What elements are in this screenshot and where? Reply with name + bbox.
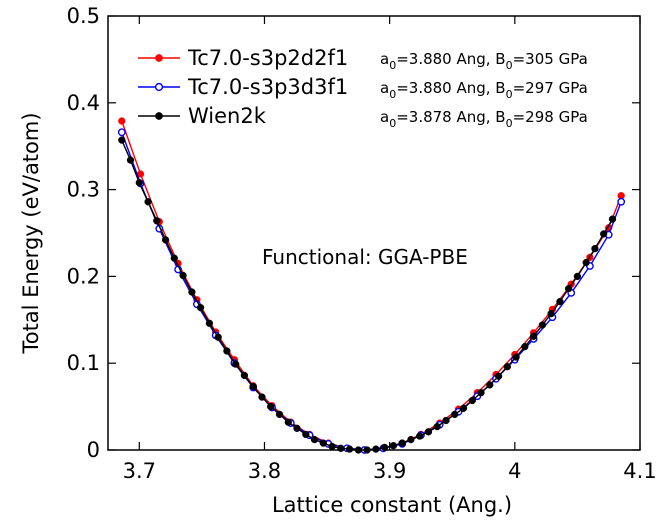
data-point	[284, 418, 292, 426]
data-point	[407, 435, 415, 444]
legend-label: Tc7.0-s3p2d2f1	[187, 46, 348, 70]
x-axis-title: Lattice constant (Ang.)	[272, 493, 512, 517]
legend-label: Wien2k	[188, 104, 267, 128]
data-point	[249, 382, 257, 391]
legend-label: Tc7.0-s3p3d3f1	[187, 75, 348, 99]
y-axis-title: Total Energy (eV/atom)	[19, 112, 43, 354]
series-layer	[117, 117, 626, 454]
data-point	[179, 271, 187, 280]
data-point	[538, 321, 547, 329]
data-point	[398, 439, 406, 447]
legend-item-1: Tc7.0-s3p2d2f1 a0=3.880 Ang, B0=305 GPa	[138, 46, 588, 72]
data-point	[556, 297, 564, 306]
data-point	[118, 136, 126, 144]
data-point	[591, 244, 599, 253]
data-point	[564, 284, 573, 293]
data-point	[328, 442, 336, 451]
legend-item-2: Tc7.0-s3p3d3f1 a0=3.880 Ang, B0=297 GPa	[138, 75, 588, 101]
data-point	[512, 353, 520, 361]
data-point	[275, 410, 284, 419]
series-1	[118, 117, 625, 454]
fit-params: a0=3.878 Ang, B0=298 GPa	[380, 108, 588, 130]
series-line	[121, 132, 622, 451]
data-point	[310, 435, 319, 444]
data-point	[170, 254, 178, 262]
x-tick-label: 4	[508, 459, 521, 483]
series-line	[121, 139, 614, 451]
data-point	[433, 422, 441, 431]
data-point	[494, 372, 503, 380]
data-point	[302, 430, 310, 439]
x-tick-label: 3.9	[373, 459, 406, 483]
legend-marker	[155, 112, 163, 120]
data-point	[117, 128, 126, 137]
data-point	[135, 179, 143, 187]
x-tick-label: 3.7	[123, 459, 156, 483]
x-tick-label: 3.8	[248, 459, 281, 483]
data-point	[196, 303, 205, 312]
data-point	[459, 404, 468, 412]
series-line	[121, 120, 622, 451]
data-point	[529, 332, 538, 340]
legend: Tc7.0-s3p2d2f1 a0=3.880 Ang, B0=305 GPaTc…	[138, 46, 588, 130]
y-tick-label: 0.2	[67, 264, 100, 288]
data-point	[573, 272, 582, 281]
data-point	[161, 236, 170, 244]
data-point	[451, 410, 459, 419]
data-point	[617, 197, 626, 206]
data-point	[416, 432, 424, 440]
data-point	[486, 381, 494, 389]
data-point	[118, 117, 126, 125]
data-point	[363, 446, 371, 454]
y-tick-label: 0.4	[67, 91, 100, 115]
data-point	[240, 371, 249, 380]
data-point	[188, 288, 196, 296]
fit-params: a0=3.880 Ang, B0=305 GPa	[380, 50, 588, 72]
y-tick-label: 0.3	[67, 178, 100, 202]
data-point	[547, 310, 555, 318]
data-point	[503, 363, 511, 371]
series-3	[118, 136, 617, 454]
legend-marker	[154, 82, 164, 92]
data-point	[442, 416, 450, 425]
data-point	[424, 428, 433, 436]
data-point	[293, 424, 301, 432]
data-point	[345, 445, 354, 453]
y-tick-label: 0.1	[67, 351, 100, 375]
data-point	[223, 347, 231, 355]
data-point	[372, 445, 380, 453]
data-point	[205, 319, 214, 327]
data-point	[144, 198, 152, 206]
data-point	[600, 230, 608, 238]
legend-marker	[155, 54, 163, 62]
data-point	[126, 156, 135, 164]
data-point	[608, 215, 617, 223]
data-point	[267, 402, 275, 411]
data-point	[477, 389, 485, 397]
data-point	[582, 258, 590, 267]
data-point	[258, 393, 266, 401]
data-point	[521, 343, 529, 351]
data-point	[153, 217, 161, 225]
data-point	[354, 446, 363, 454]
y-tick-label: 0	[87, 438, 100, 462]
data-point	[232, 360, 240, 368]
fit-params: a0=3.880 Ang, B0=297 GPa	[380, 79, 588, 101]
functional-annotation: Functional: GGA-PBE	[262, 245, 468, 269]
data-point	[380, 443, 389, 452]
data-point	[389, 442, 398, 450]
x-tick-label: 4.1	[623, 459, 656, 483]
axis-ticks: 3.7 3.8 3.9 4 4.1 0 0.1 0.2 0.3 0.4 0.5	[67, 4, 657, 483]
data-point	[337, 444, 345, 452]
data-point	[214, 333, 222, 341]
data-point	[319, 439, 327, 447]
legend-item-3: Wien2k a0=3.878 Ang, B0=298 GPa	[138, 104, 588, 130]
y-tick-label: 0.5	[67, 4, 100, 28]
data-point	[468, 396, 476, 405]
